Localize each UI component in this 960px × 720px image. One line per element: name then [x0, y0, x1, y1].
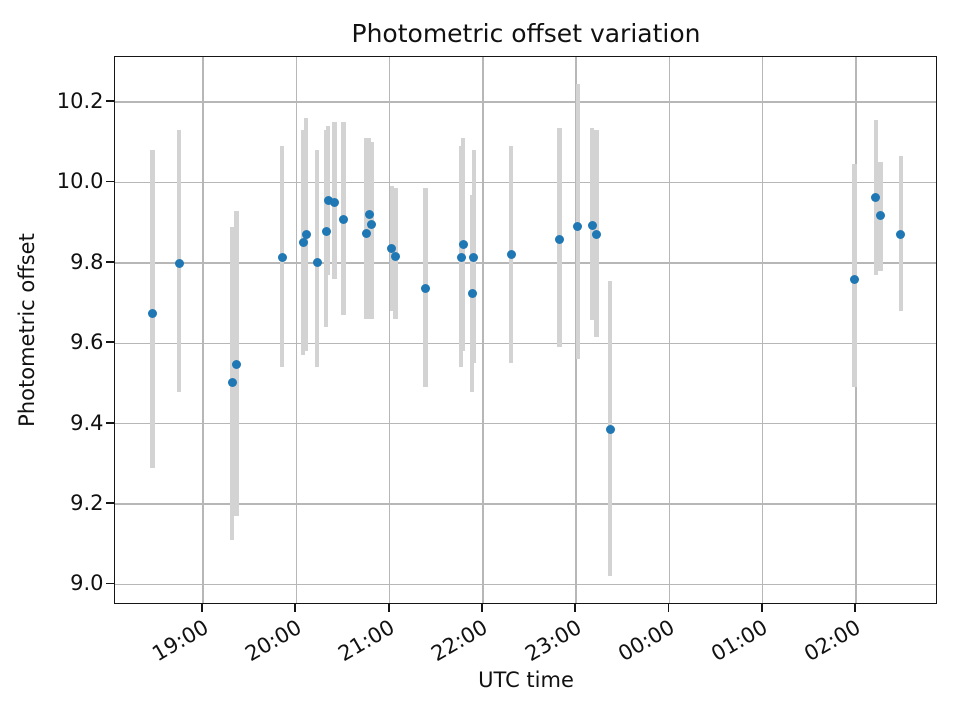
y-gridline [114, 503, 936, 505]
data-point [587, 221, 597, 231]
error-bar [364, 138, 369, 320]
data-point [298, 238, 308, 248]
y-tick-label: 10.2 [56, 89, 104, 114]
data-point [321, 226, 331, 236]
error-bar [368, 142, 374, 320]
data-point [364, 210, 374, 220]
data-point [456, 253, 466, 263]
y-tick-label: 9.4 [70, 410, 104, 435]
data-point [391, 251, 401, 261]
x-tick-label: 00:00 [614, 615, 679, 667]
y-tick-label: 9.8 [70, 249, 104, 274]
y-gridline [114, 262, 936, 264]
data-point [420, 284, 430, 294]
x-gridline [668, 57, 671, 603]
data-point [387, 243, 397, 253]
data-point [323, 196, 333, 206]
y-gridline [114, 181, 936, 184]
y-tick-mark [106, 100, 114, 102]
y-tick-label: 10.0 [56, 169, 104, 194]
y-tick-label: 9.6 [70, 330, 104, 355]
y-tick-mark [106, 260, 114, 263]
y-tick-label: 9.2 [70, 491, 104, 516]
x-gridline [761, 57, 764, 603]
data-point [850, 275, 860, 285]
data-point [554, 235, 564, 245]
x-tick-mark [201, 604, 203, 612]
x-tick-label: 23:00 [520, 615, 586, 667]
data-point [366, 220, 376, 230]
x-tick-mark [480, 604, 483, 612]
x-tick-label: 20:00 [240, 615, 306, 667]
data-point [231, 359, 241, 369]
y-tick-mark [106, 421, 114, 424]
plot-area [113, 56, 937, 604]
data-point [277, 253, 287, 263]
chart-title: Photometric offset variation [351, 19, 701, 48]
y-tick-mark [106, 341, 114, 344]
data-point [312, 258, 322, 268]
x-tick-mark [667, 604, 670, 612]
y-tick-mark [106, 180, 114, 183]
data-point [301, 229, 311, 239]
x-tick-label: 21:00 [334, 615, 399, 667]
x-tick-mark [760, 604, 763, 612]
error-bar [575, 83, 581, 360]
data-point [330, 198, 340, 208]
x-tick-label: 02:00 [800, 615, 865, 667]
x-tick-mark [854, 604, 856, 612]
x-tick-label: 19:00 [147, 615, 213, 667]
data-point [339, 214, 349, 224]
data-point [174, 259, 184, 269]
x-tick-mark [574, 604, 577, 612]
data-point [506, 250, 516, 260]
data-point [605, 425, 615, 435]
y-gridline [114, 342, 936, 344]
x-gridline [295, 57, 298, 603]
x-tick-mark [294, 604, 297, 612]
data-point [227, 378, 237, 388]
x-gridline [482, 57, 484, 603]
data-point [896, 229, 906, 239]
y-tick-mark [106, 502, 114, 504]
x-tick-label: 22:00 [427, 615, 492, 667]
data-point [469, 253, 479, 263]
data-point [592, 229, 602, 239]
y-gridline [114, 101, 936, 103]
data-point [871, 193, 881, 203]
x-gridline [202, 57, 204, 603]
x-gridline [388, 57, 391, 603]
x-tick-label: 01:00 [707, 615, 772, 667]
y-tick-mark [106, 582, 114, 585]
y-gridline [114, 422, 936, 425]
data-point [573, 222, 583, 232]
data-point [458, 240, 468, 250]
data-point [875, 211, 885, 221]
y-tick-label: 9.0 [70, 571, 104, 596]
x-tick-mark [387, 604, 390, 612]
data-point [467, 288, 477, 298]
data-point [362, 229, 372, 238]
x-axis-label: UTC time [478, 668, 574, 692]
data-point [148, 309, 158, 318]
y-gridline [114, 583, 936, 586]
